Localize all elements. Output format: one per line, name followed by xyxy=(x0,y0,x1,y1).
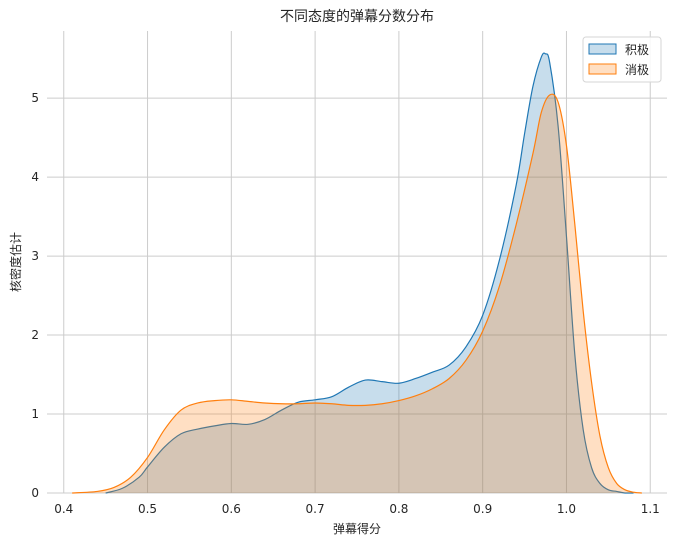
chart-title: 不同态度的弹幕分数分布 xyxy=(280,9,434,25)
series-area-1 xyxy=(72,94,642,494)
x-tick-label: 1.1 xyxy=(641,502,660,516)
x-tick-label: 0.5 xyxy=(138,502,157,516)
series-line-1 xyxy=(72,93,642,494)
series-area-0 xyxy=(105,53,634,493)
y-tick-label: 0 xyxy=(31,486,39,500)
legend-swatch-1 xyxy=(588,63,617,75)
y-tick-label: 4 xyxy=(31,170,39,184)
y-axis-title: 核密度估计 xyxy=(8,232,23,292)
legend-label-1: 消极 xyxy=(625,63,649,77)
legend-box xyxy=(582,36,662,83)
x-tick-label: 0.9 xyxy=(473,502,492,516)
y-tick-label: 1 xyxy=(31,407,39,421)
x-tick-label: 0.7 xyxy=(306,502,325,516)
grid xyxy=(47,31,667,494)
y-tick-label: 5 xyxy=(31,91,39,105)
legend-swatch-0 xyxy=(588,43,617,55)
x-tick-label: 0.4 xyxy=(54,502,73,516)
legend-label-0: 积极 xyxy=(625,43,649,57)
y-tick-label: 2 xyxy=(31,328,39,342)
axes: 0.4 0.5 0.6 0.7 0.8 0.9 1.0 1.1 0 1 2 3 4 5 xyxy=(31,91,659,516)
x-axis-title: 弹幕得分 xyxy=(333,521,381,536)
x-tick-label: 0.6 xyxy=(222,502,241,516)
plot-background xyxy=(47,31,667,493)
series-line-0 xyxy=(105,52,634,494)
y-tick-label: 3 xyxy=(31,249,39,263)
x-tick-label: 0.8 xyxy=(389,502,408,516)
density-curves xyxy=(72,52,642,494)
x-tick-label: 1.0 xyxy=(557,502,576,516)
